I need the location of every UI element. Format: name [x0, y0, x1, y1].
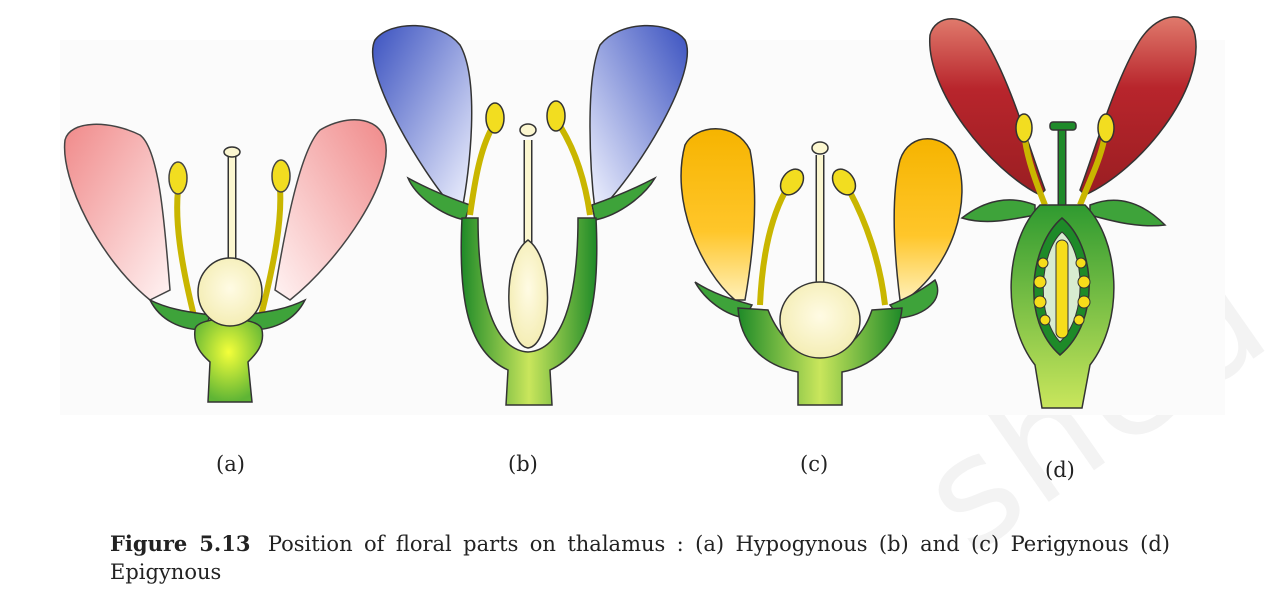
sepal-right: [1089, 199, 1167, 227]
petal-right: [589, 24, 688, 211]
anther-left: [485, 102, 505, 134]
thalamus-cup: [460, 217, 598, 406]
petal-right: [893, 138, 963, 301]
filament-right: [557, 124, 593, 216]
sepal-right: [591, 176, 657, 221]
panel-label-b: (b): [508, 452, 538, 476]
flower-a-hypogynous: [63, 119, 387, 403]
ovule: [1075, 257, 1087, 269]
ovary: [197, 257, 263, 327]
ovary: [779, 281, 861, 359]
ovule: [1077, 295, 1091, 309]
stigma: [1049, 121, 1077, 131]
placenta: [1055, 239, 1069, 339]
ovule: [1037, 257, 1049, 269]
ovule: [1039, 314, 1051, 326]
flower-b-perigynous: [372, 24, 688, 406]
caption-text: Position of floral parts on thalamus : (…: [110, 532, 1170, 584]
stigma: [519, 123, 537, 137]
sepal-left: [148, 298, 211, 331]
petal-left: [680, 128, 756, 301]
ovule: [1033, 295, 1047, 309]
figure-caption: Figure 5.13 Position of floral parts on …: [110, 530, 1170, 586]
anther-left: [168, 161, 188, 195]
anther-left: [779, 168, 805, 196]
ovule: [1077, 275, 1091, 289]
filament-right: [847, 190, 888, 306]
filament-left: [467, 126, 495, 216]
anther-right: [546, 100, 566, 132]
sepal-left: [960, 199, 1036, 223]
filament-left: [174, 189, 198, 321]
panel-label-a: (a): [216, 452, 245, 476]
panel-label-d: (d): [1045, 458, 1075, 482]
ovules: [1033, 257, 1091, 326]
flower-diagrams: [63, 16, 1197, 409]
ovule: [1033, 275, 1047, 289]
ovule: [1073, 314, 1085, 326]
stigma: [811, 141, 829, 155]
petal-right: [274, 119, 387, 301]
flower-d-epigynous: [929, 16, 1197, 409]
figure-number: Figure 5.13: [110, 531, 251, 556]
filament-right: [257, 187, 284, 321]
filament-left: [1022, 139, 1048, 207]
anther-right: [271, 159, 291, 193]
filament-right: [1077, 139, 1107, 207]
sepal-right: [244, 298, 307, 331]
figure-area: [63, 16, 1197, 409]
petal-left: [63, 123, 171, 301]
anther-left: [1015, 113, 1033, 143]
stigma: [223, 146, 241, 158]
flower-c-perigynous: [680, 128, 963, 406]
sepal-left: [406, 176, 471, 221]
petal-left: [372, 24, 473, 211]
ovary: [508, 239, 549, 349]
filament-left: [757, 190, 788, 306]
panel-label-c: (c): [800, 452, 829, 476]
anther-right: [1097, 113, 1115, 143]
anther-right: [831, 168, 857, 196]
